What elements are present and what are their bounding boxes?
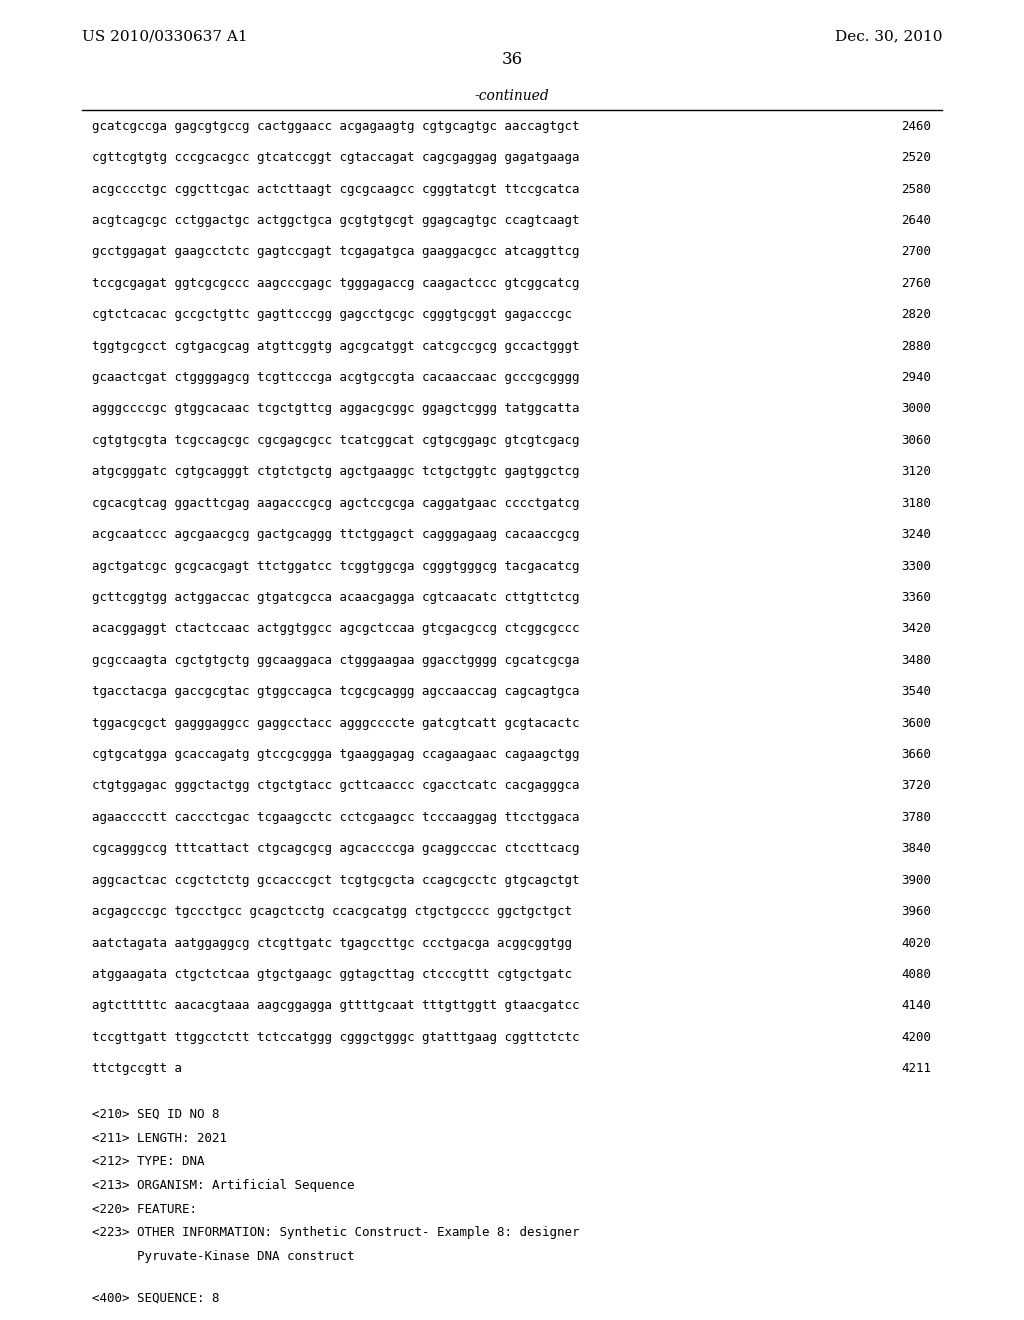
Text: 3180: 3180 [901, 496, 931, 510]
Text: 2580: 2580 [901, 182, 931, 195]
Text: <400> SEQUENCE: 8: <400> SEQUENCE: 8 [92, 1292, 220, 1304]
Text: cgtgcatgga gcaccagatg gtccgcggga tgaaggagag ccagaagaac cagaagctgg: cgtgcatgga gcaccagatg gtccgcggga tgaagga… [92, 748, 580, 762]
Text: tccgcgagat ggtcgcgccc aagcccgagc tgggagaccg caagactccc gtcggcatcg: tccgcgagat ggtcgcgccc aagcccgagc tgggaga… [92, 277, 580, 290]
Text: 3960: 3960 [901, 906, 931, 919]
Text: gcctggagat gaagcctctc gagtccgagt tcgagatgca gaaggacgcc atcaggttcg: gcctggagat gaagcctctc gagtccgagt tcgagat… [92, 246, 580, 259]
Text: 3000: 3000 [901, 403, 931, 416]
Text: agctgatcgc gcgcacgagt ttctggatcc tcggtggcga cgggtgggcg tacgacatcg: agctgatcgc gcgcacgagt ttctggatcc tcggtgg… [92, 560, 580, 573]
Text: 3540: 3540 [901, 685, 931, 698]
Text: 2520: 2520 [901, 152, 931, 164]
Text: 2880: 2880 [901, 339, 931, 352]
Text: 2760: 2760 [901, 277, 931, 290]
Text: cgttcgtgtg cccgcacgcc gtcatccggt cgtaccagat cagcgaggag gagatgaaga: cgttcgtgtg cccgcacgcc gtcatccggt cgtacca… [92, 152, 580, 164]
Text: 2640: 2640 [901, 214, 931, 227]
Text: 2700: 2700 [901, 246, 931, 259]
Text: Pyruvate-Kinase DNA construct: Pyruvate-Kinase DNA construct [92, 1250, 354, 1263]
Text: acgcccctgc cggcttcgac actcttaagt cgcgcaagcc cgggtatcgt ttccgcatca: acgcccctgc cggcttcgac actcttaagt cgcgcaa… [92, 182, 580, 195]
Text: aatctagata aatggaggcg ctcgttgatc tgagccttgc ccctgacga acggcggtgg: aatctagata aatggaggcg ctcgttgatc tgagcct… [92, 937, 572, 949]
Text: <211> LENGTH: 2021: <211> LENGTH: 2021 [92, 1131, 227, 1144]
Text: tccgttgatt ttggcctctt tctccatggg cgggctgggc gtatttgaag cggttctctc: tccgttgatt ttggcctctt tctccatggg cgggctg… [92, 1031, 580, 1044]
Text: agggccccgc gtggcacaac tcgctgttcg aggacgcggc ggagctcggg tatggcatta: agggccccgc gtggcacaac tcgctgttcg aggacgc… [92, 403, 580, 416]
Text: US 2010/0330637 A1: US 2010/0330637 A1 [82, 29, 248, 44]
Text: 2820: 2820 [901, 309, 931, 321]
Text: 4211: 4211 [901, 1063, 931, 1076]
Text: 3480: 3480 [901, 653, 931, 667]
Text: cgtgtgcgta tcgccagcgc cgcgagcgcc tcatcggcat cgtgcggagc gtcgtcgacg: cgtgtgcgta tcgccagcgc cgcgagcgcc tcatcgg… [92, 434, 580, 447]
Text: atgcgggatc cgtgcagggt ctgtctgctg agctgaaggc tctgctggtc gagtggctcg: atgcgggatc cgtgcagggt ctgtctgctg agctgaa… [92, 466, 580, 478]
Text: 3420: 3420 [901, 623, 931, 635]
Text: tggacgcgct gagggaggcc gaggcctacc agggccccte gatcgtcatt gcgtacactc: tggacgcgct gagggaggcc gaggcctacc agggccc… [92, 717, 580, 730]
Text: 3300: 3300 [901, 560, 931, 573]
Text: atggaagata ctgctctcaa gtgctgaagc ggtagcttag ctcccgttt cgtgctgatc: atggaagata ctgctctcaa gtgctgaagc ggtagct… [92, 968, 572, 981]
Text: tgacctacga gaccgcgtac gtggccagca tcgcgcaggg agccaaccag cagcagtgca: tgacctacga gaccgcgtac gtggccagca tcgcgca… [92, 685, 580, 698]
Text: gcttcggtgg actggaccac gtgatcgcca acaacgagga cgtcaacatc cttgttctcg: gcttcggtgg actggaccac gtgatcgcca acaacga… [92, 591, 580, 605]
Text: 2940: 2940 [901, 371, 931, 384]
Text: cgtctcacac gccgctgttc gagttcccgg gagcctgcgc cgggtgcggt gagacccgc: cgtctcacac gccgctgttc gagttcccgg gagcctg… [92, 309, 572, 321]
Text: 3600: 3600 [901, 717, 931, 730]
Text: <220> FEATURE:: <220> FEATURE: [92, 1203, 198, 1216]
Text: 3360: 3360 [901, 591, 931, 605]
Text: 3060: 3060 [901, 434, 931, 447]
Text: 4140: 4140 [901, 999, 931, 1012]
Text: 3720: 3720 [901, 780, 931, 792]
Text: agaacccctt caccctcgac tcgaagcctc cctcgaagcc tcccaaggag ttcctggaca: agaacccctt caccctcgac tcgaagcctc cctcgaa… [92, 810, 580, 824]
Text: 3780: 3780 [901, 810, 931, 824]
Text: agtctttttc aacacgtaaa aagcggagga gttttgcaat tttgttggtt gtaacgatcc: agtctttttc aacacgtaaa aagcggagga gttttgc… [92, 999, 580, 1012]
Text: 3660: 3660 [901, 748, 931, 762]
Text: acgagcccgc tgccctgcc gcagctcctg ccacgcatgg ctgctgcccc ggctgctgct: acgagcccgc tgccctgcc gcagctcctg ccacgcat… [92, 906, 572, 919]
Text: 4200: 4200 [901, 1031, 931, 1044]
Text: 3900: 3900 [901, 874, 931, 887]
Text: acacggaggt ctactccaac actggtggcc agcgctccaa gtcgacgccg ctcggcgccc: acacggaggt ctactccaac actggtggcc agcgctc… [92, 623, 580, 635]
Text: <210> SEQ ID NO 8: <210> SEQ ID NO 8 [92, 1107, 220, 1121]
Text: cgcagggccg tttcattact ctgcagcgcg agcaccccga gcaggcccac ctccttcacg: cgcagggccg tttcattact ctgcagcgcg agcaccc… [92, 842, 580, 855]
Text: gcgccaagta cgctgtgctg ggcaaggaca ctgggaagaa ggacctgggg cgcatcgcga: gcgccaagta cgctgtgctg ggcaaggaca ctgggaa… [92, 653, 580, 667]
Text: acgcaatccc agcgaacgcg gactgcaggg ttctggagct cagggagaag cacaaccgcg: acgcaatccc agcgaacgcg gactgcaggg ttctgga… [92, 528, 580, 541]
Text: aggcactcac ccgctctctg gccacccgct tcgtgcgcta ccagcgcctc gtgcagctgt: aggcactcac ccgctctctg gccacccgct tcgtgcg… [92, 874, 580, 887]
Text: <223> OTHER INFORMATION: Synthetic Construct- Example 8: designer: <223> OTHER INFORMATION: Synthetic Const… [92, 1226, 580, 1239]
Text: cgcacgtcag ggacttcgag aagacccgcg agctccgcga caggatgaac cccctgatcg: cgcacgtcag ggacttcgag aagacccgcg agctccg… [92, 496, 580, 510]
Text: <213> ORGANISM: Artificial Sequence: <213> ORGANISM: Artificial Sequence [92, 1179, 354, 1192]
Text: <212> TYPE: DNA: <212> TYPE: DNA [92, 1155, 205, 1168]
Text: acgtcagcgc cctggactgc actggctgca gcgtgtgcgt ggagcagtgc ccagtcaagt: acgtcagcgc cctggactgc actggctgca gcgtgtg… [92, 214, 580, 227]
Text: -continued: -continued [475, 88, 549, 103]
Text: gcaactcgat ctggggagcg tcgttcccga acgtgccgta cacaaccaac gcccgcgggg: gcaactcgat ctggggagcg tcgttcccga acgtgcc… [92, 371, 580, 384]
Text: ctgtggagac gggctactgg ctgctgtacc gcttcaaccc cgacctcatc cacgagggca: ctgtggagac gggctactgg ctgctgtacc gcttcaa… [92, 780, 580, 792]
Text: 36: 36 [502, 51, 522, 67]
Text: 4020: 4020 [901, 937, 931, 949]
Text: 3840: 3840 [901, 842, 931, 855]
Text: 2460: 2460 [901, 120, 931, 133]
Text: tggtgcgcct cgtgacgcag atgttcggtg agcgcatggt catcgccgcg gccactgggt: tggtgcgcct cgtgacgcag atgttcggtg agcgcat… [92, 339, 580, 352]
Text: gcatcgccga gagcgtgccg cactggaacc acgagaagtg cgtgcagtgc aaccagtgct: gcatcgccga gagcgtgccg cactggaacc acgagaa… [92, 120, 580, 133]
Text: Dec. 30, 2010: Dec. 30, 2010 [835, 29, 942, 44]
Text: 4080: 4080 [901, 968, 931, 981]
Text: ttctgccgtt a: ttctgccgtt a [92, 1063, 182, 1076]
Text: 3240: 3240 [901, 528, 931, 541]
Text: 3120: 3120 [901, 466, 931, 478]
